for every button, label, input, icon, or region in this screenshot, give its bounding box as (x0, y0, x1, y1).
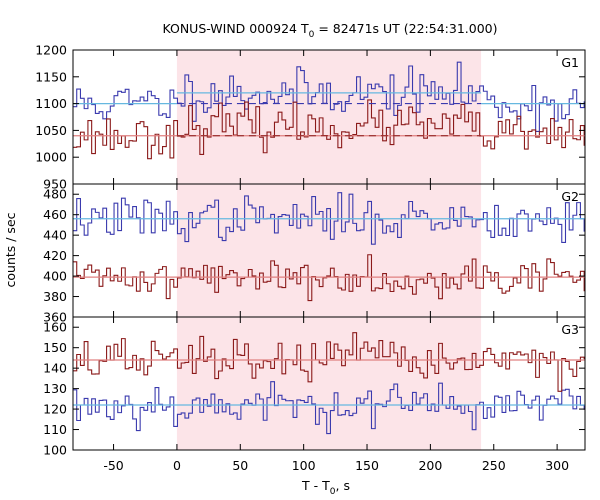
axis-ticks: 9501000105011001150120036038040042044046… (35, 43, 585, 473)
ytick-label: 120 (43, 402, 67, 417)
series-g1-blue (73, 61, 585, 132)
xtick-label: 100 (292, 458, 316, 473)
ytick-label: 110 (43, 422, 67, 437)
xtick-label: 300 (545, 458, 569, 473)
ytick-label: 400 (43, 269, 67, 284)
xtick-label: 0 (173, 458, 181, 473)
ytick-label: 1000 (35, 150, 67, 165)
highlight-g1 (176, 50, 482, 184)
ytick-label: 460 (43, 207, 67, 222)
y-axis-label: counts / sec (3, 212, 18, 287)
series-g3-red (73, 332, 585, 392)
xtick-label: 150 (355, 458, 379, 473)
panel-label-g2: G2 (561, 189, 579, 204)
ytick-label: 420 (43, 248, 67, 263)
ytick-label: 380 (43, 289, 67, 304)
ytick-label: 480 (43, 187, 67, 202)
ytick-label: 130 (43, 381, 67, 396)
highlight-g2 (176, 184, 482, 317)
ytick-label: 360 (43, 310, 67, 325)
ytick-label: 1200 (35, 43, 67, 58)
ytick-label: 440 (43, 228, 67, 243)
ytick-label: 160 (43, 320, 67, 335)
series-g3-blue (73, 381, 585, 435)
xtick-label: 250 (482, 458, 506, 473)
series-layer (73, 61, 585, 435)
xtick-label: 50 (232, 458, 248, 473)
source-interval-highlights (176, 50, 482, 450)
ytick-label: 150 (43, 340, 67, 355)
series-g2-red (73, 254, 585, 302)
xtick-label: 200 (418, 458, 442, 473)
ytick-label: 1050 (35, 123, 67, 138)
panel-frames: G1 G2 G3 (72, 49, 586, 451)
xtick-label: -50 (103, 458, 123, 473)
highlight-g3 (176, 317, 482, 450)
series-g1-red (73, 99, 585, 160)
series-g2-blue (73, 192, 585, 245)
ytick-label: 140 (43, 361, 67, 376)
panel-frame-g3 (72, 316, 586, 451)
ytick-label: 1150 (35, 69, 67, 84)
background-levels-layer (73, 92, 585, 406)
panel-label-g3: G3 (561, 322, 579, 337)
panel-label-g1: G1 (561, 55, 579, 70)
ytick-label: 100 (43, 443, 67, 458)
chart-title: KONUS-WIND 000924 T0 = 82471s UT (22:54:… (162, 21, 497, 40)
ytick-label: 950 (43, 177, 67, 192)
x-axis-label: T - T0, s (301, 478, 350, 497)
ytick-label: 1100 (35, 96, 67, 111)
